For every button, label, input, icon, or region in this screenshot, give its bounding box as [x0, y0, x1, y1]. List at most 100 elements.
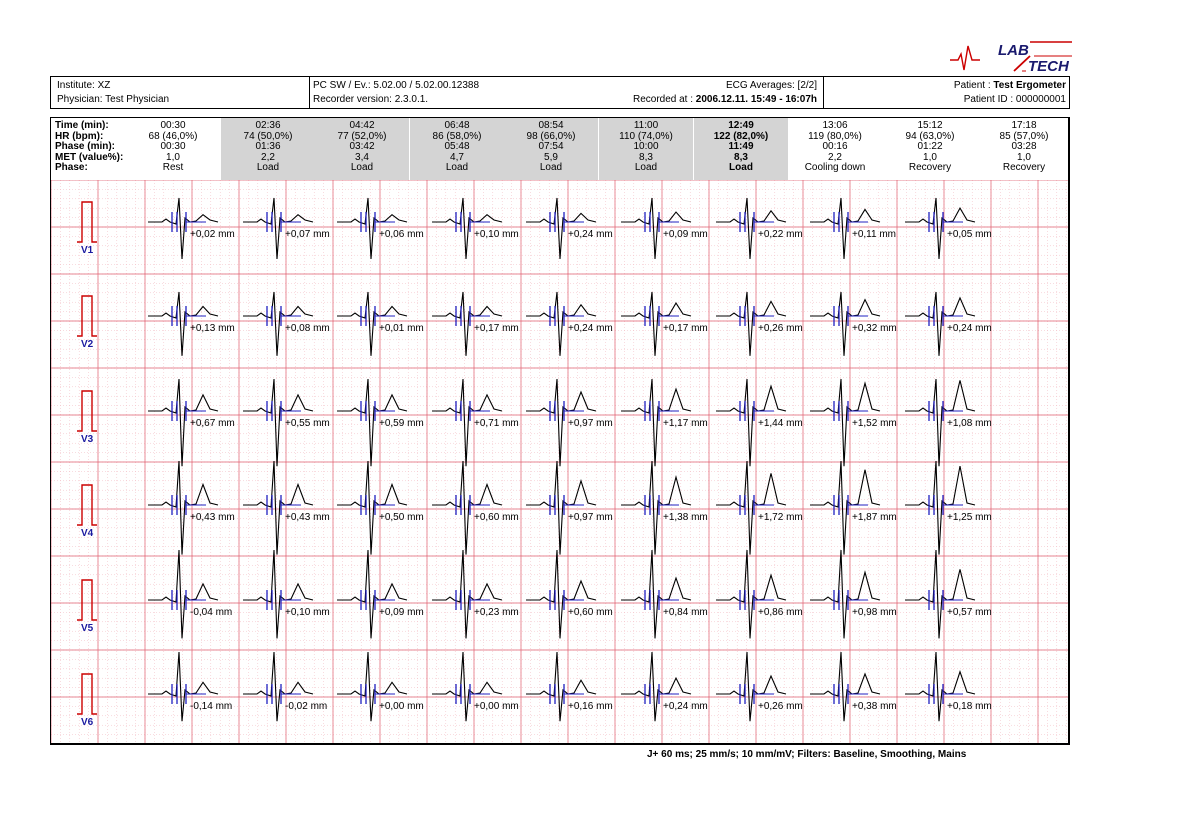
st-value-label: +0,01 mm — [379, 323, 424, 334]
ecg-trace — [526, 651, 597, 722]
ecg-grid: V1 +0,02 mm +0,07 mm +0,06 mm +0,10 mm +0,24 … — [51, 180, 1068, 743]
stage-cell-hr: 77 (52,0%) — [337, 130, 387, 142]
lead-label: V4 — [81, 528, 94, 539]
ecg-trace — [526, 460, 597, 555]
stage-cell-phase: Load — [539, 162, 563, 173]
stage-cell-phase: Load — [729, 162, 753, 173]
stage-cell-time: 17:18 — [1011, 120, 1037, 131]
st-value-label: +0,10 mm — [474, 229, 519, 240]
stage-cell-met: 1,0 — [1017, 151, 1031, 163]
lead-label: V1 — [81, 245, 94, 256]
st-value-label: +0,24 mm — [568, 229, 613, 240]
row-label-met: MET (value%): — [55, 151, 124, 163]
ecg-trace — [716, 378, 787, 467]
stage-cell-time: 00:30 — [160, 120, 186, 131]
st-value-label: +0,86 mm — [758, 607, 803, 618]
ecg-trace — [621, 460, 692, 555]
stage-column-shade — [315, 118, 409, 180]
stage-cell-phase-min: 00:16 — [822, 141, 848, 152]
st-value-label: +0,22 mm — [758, 229, 803, 240]
ecg-trace — [148, 549, 219, 639]
st-value-label: +0,97 mm — [568, 512, 613, 523]
patient-label: Patient : — [953, 80, 994, 91]
stage-cell-phase-min: 03:42 — [349, 141, 375, 152]
lead-label: V6 — [81, 717, 94, 728]
ecg-trace — [432, 291, 503, 356]
stage-cell-hr: 98 (66,0%) — [526, 130, 576, 142]
st-value-label: +0,23 mm — [474, 607, 519, 618]
patient-value: Test Ergometer — [993, 80, 1066, 91]
ecg-trace — [432, 651, 503, 722]
stage-cell-phase: Load — [350, 162, 374, 173]
stage-column-shade — [410, 118, 504, 180]
st-value-label: +1,87 mm — [852, 512, 897, 523]
stage-column-shade — [221, 118, 315, 180]
ecg-trace — [337, 651, 408, 722]
stage-cell-hr: 119 (80,0%) — [808, 130, 862, 142]
st-value-label: +0,43 mm — [190, 512, 235, 523]
ecg-trace — [621, 549, 692, 639]
major-grid-lines — [51, 180, 1068, 743]
stage-column-shade — [599, 118, 693, 180]
st-value-label: +0,71 mm — [474, 418, 519, 429]
st-value-label: +0,60 mm — [568, 607, 613, 618]
calibration-pulse — [77, 484, 97, 526]
st-value-label: -0,02 mm — [285, 701, 327, 712]
stage-cell-phase-min: 00:30 — [160, 141, 186, 152]
ecg-trace — [432, 460, 503, 555]
calibration-pulse — [77, 295, 97, 337]
stage-cell-phase: Recovery — [1002, 162, 1046, 173]
stage-cell-phase: Rest — [162, 162, 184, 173]
st-value-label: +0,09 mm — [379, 607, 424, 618]
logo-text-lab: LAB — [998, 42, 1029, 59]
ecg-trace — [432, 549, 503, 639]
stage-cell-phase: Load — [256, 162, 280, 173]
st-value-label: +1,72 mm — [758, 512, 803, 523]
ecg-trace — [243, 291, 314, 356]
stage-cell-phase-min: 03:28 — [1011, 141, 1037, 152]
st-value-label: +0,57 mm — [947, 607, 992, 618]
patient-name: Patient : Test Ergometer — [954, 80, 1066, 91]
st-value-label: +0,13 mm — [190, 323, 235, 334]
st-value-label: +0,24 mm — [947, 323, 992, 334]
stage-cell-time: 06:48 — [444, 120, 470, 131]
st-value-label: +0,17 mm — [474, 323, 519, 334]
ecg-trace — [905, 197, 976, 260]
st-value-label: +0,97 mm — [568, 418, 613, 429]
stage-cell-phase-min: 01:22 — [917, 141, 943, 152]
st-value-label: +0,26 mm — [758, 323, 803, 334]
stage-cell-hr: 122 (82,0%) — [713, 130, 769, 142]
calibration-pulse — [77, 390, 97, 432]
st-value-label: +0,32 mm — [852, 323, 897, 334]
st-value-label: +0,38 mm — [852, 701, 897, 712]
stage-cell-hr: 85 (57,0%) — [999, 130, 1049, 142]
ecg-trace — [148, 651, 219, 722]
ecg-trace — [810, 197, 881, 260]
ecg-trace — [243, 651, 314, 722]
calibration-pulse — [77, 201, 97, 243]
ecg-report-panel: Time (min): HR (bpm): Phase (min): MET (… — [50, 117, 1070, 745]
ecg-trace — [621, 651, 692, 722]
stage-cell-phase-min: 07:54 — [538, 141, 564, 152]
st-value-label: +0,50 mm — [379, 512, 424, 523]
stage-cell-met: 8,3 — [734, 151, 748, 163]
st-value-label: -0,14 mm — [190, 701, 232, 712]
ecg-trace — [243, 549, 314, 639]
ecg-trace — [148, 291, 219, 356]
st-value-label: +0,08 mm — [285, 323, 330, 334]
st-value-label: +0,00 mm — [474, 701, 519, 712]
ecg-averages-text: ECG Averages: [2/2] — [726, 80, 817, 91]
ecg-trace — [526, 378, 597, 467]
st-value-label: +1,08 mm — [947, 418, 992, 429]
st-value-label: +0,07 mm — [285, 229, 330, 240]
lead-label: V5 — [81, 623, 94, 634]
st-value-label: +0,00 mm — [379, 701, 424, 712]
st-value-label: +0,84 mm — [663, 607, 708, 618]
stage-column-shade — [694, 118, 788, 180]
st-value-label: +1,44 mm — [758, 418, 803, 429]
ecg-trace — [337, 549, 408, 639]
ecg-trace — [526, 197, 597, 260]
recorded-at-label: Recorded at : — [632, 94, 696, 105]
ecg-trace — [243, 197, 314, 260]
ecg-trace — [148, 197, 219, 260]
